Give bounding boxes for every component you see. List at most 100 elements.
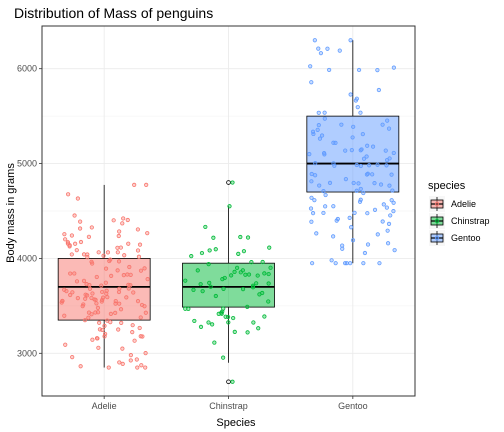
data-point bbox=[361, 261, 366, 266]
data-point bbox=[122, 253, 127, 258]
data-point bbox=[257, 292, 262, 297]
jitter-points bbox=[59, 38, 397, 385]
data-point bbox=[325, 46, 330, 51]
data-point bbox=[331, 234, 336, 239]
data-point bbox=[333, 140, 338, 145]
data-point bbox=[376, 87, 381, 93]
data-point bbox=[380, 122, 385, 127]
data-point bbox=[238, 234, 243, 240]
data-point bbox=[375, 68, 380, 73]
data-point bbox=[108, 311, 113, 317]
data-point bbox=[78, 219, 83, 224]
data-point bbox=[103, 266, 109, 271]
data-point bbox=[310, 261, 315, 266]
data-point bbox=[90, 261, 95, 266]
data-point bbox=[134, 357, 139, 362]
data-point bbox=[99, 299, 104, 304]
data-point bbox=[135, 227, 141, 232]
y-tick-label: 4000 bbox=[17, 253, 37, 263]
data-point bbox=[317, 183, 322, 188]
data-point bbox=[81, 252, 87, 257]
data-point bbox=[105, 318, 110, 323]
data-point bbox=[207, 280, 212, 285]
data-point bbox=[145, 231, 150, 236]
data-point bbox=[267, 245, 272, 250]
data-point bbox=[266, 271, 271, 277]
data-point bbox=[361, 156, 367, 161]
data-point bbox=[96, 250, 101, 255]
data-point bbox=[59, 300, 64, 305]
data-point bbox=[90, 337, 95, 342]
data-point bbox=[260, 259, 265, 265]
data-point bbox=[249, 260, 254, 265]
data-point bbox=[349, 225, 354, 230]
data-point bbox=[96, 345, 101, 350]
data-point bbox=[101, 253, 106, 258]
data-point bbox=[323, 204, 328, 209]
data-point bbox=[78, 239, 84, 245]
data-point bbox=[335, 216, 340, 222]
data-point bbox=[183, 278, 188, 283]
data-point bbox=[198, 282, 203, 287]
data-point bbox=[319, 133, 325, 138]
data-point bbox=[342, 261, 348, 266]
data-point bbox=[118, 245, 123, 250]
data-point bbox=[226, 320, 231, 325]
data-point bbox=[391, 150, 396, 156]
data-point bbox=[362, 250, 368, 256]
data-point bbox=[381, 202, 386, 207]
data-point bbox=[375, 232, 380, 237]
data-point bbox=[312, 38, 317, 43]
data-point bbox=[230, 180, 235, 185]
data-point bbox=[103, 331, 108, 337]
data-point bbox=[355, 105, 360, 110]
data-point bbox=[343, 148, 348, 153]
data-point bbox=[130, 323, 135, 328]
data-point bbox=[126, 282, 131, 287]
data-point bbox=[238, 270, 243, 275]
legend-key-chinstrap bbox=[429, 213, 445, 229]
data-point bbox=[106, 365, 111, 370]
data-point bbox=[307, 152, 312, 157]
data-point bbox=[213, 247, 218, 252]
data-point bbox=[83, 292, 88, 297]
data-point bbox=[62, 313, 67, 318]
data-point bbox=[386, 221, 392, 226]
data-point bbox=[95, 310, 101, 315]
data-point bbox=[64, 289, 69, 294]
data-point bbox=[268, 265, 273, 270]
legend: species Adelie Chinstrap Gentoo bbox=[428, 180, 490, 246]
data-point bbox=[309, 179, 314, 184]
data-point bbox=[347, 215, 352, 220]
data-point bbox=[81, 302, 86, 307]
data-point bbox=[82, 318, 88, 323]
data-point bbox=[124, 295, 129, 300]
data-point bbox=[317, 136, 323, 141]
data-point bbox=[130, 330, 135, 335]
data-point bbox=[358, 148, 363, 153]
x-axis: Adelie Chinstrap Gentoo bbox=[92, 396, 368, 411]
data-point bbox=[206, 262, 211, 267]
data-point bbox=[118, 307, 124, 312]
data-point bbox=[117, 301, 122, 306]
data-point bbox=[63, 237, 68, 242]
data-point bbox=[245, 330, 250, 335]
data-point bbox=[364, 172, 370, 177]
data-point bbox=[127, 264, 132, 270]
boxes bbox=[57, 40, 400, 368]
data-point bbox=[236, 251, 241, 256]
data-point bbox=[72, 213, 77, 218]
data-point bbox=[318, 51, 324, 56]
data-point bbox=[229, 273, 234, 278]
data-point bbox=[365, 143, 370, 148]
data-point bbox=[375, 162, 380, 167]
data-point bbox=[313, 161, 318, 166]
data-point bbox=[102, 323, 107, 329]
data-point bbox=[198, 324, 204, 330]
data-point bbox=[353, 98, 358, 103]
data-point bbox=[75, 196, 80, 201]
y-tick-label: 3000 bbox=[17, 348, 37, 358]
data-point bbox=[354, 188, 359, 193]
data-point bbox=[370, 144, 376, 149]
data-point bbox=[255, 273, 260, 278]
